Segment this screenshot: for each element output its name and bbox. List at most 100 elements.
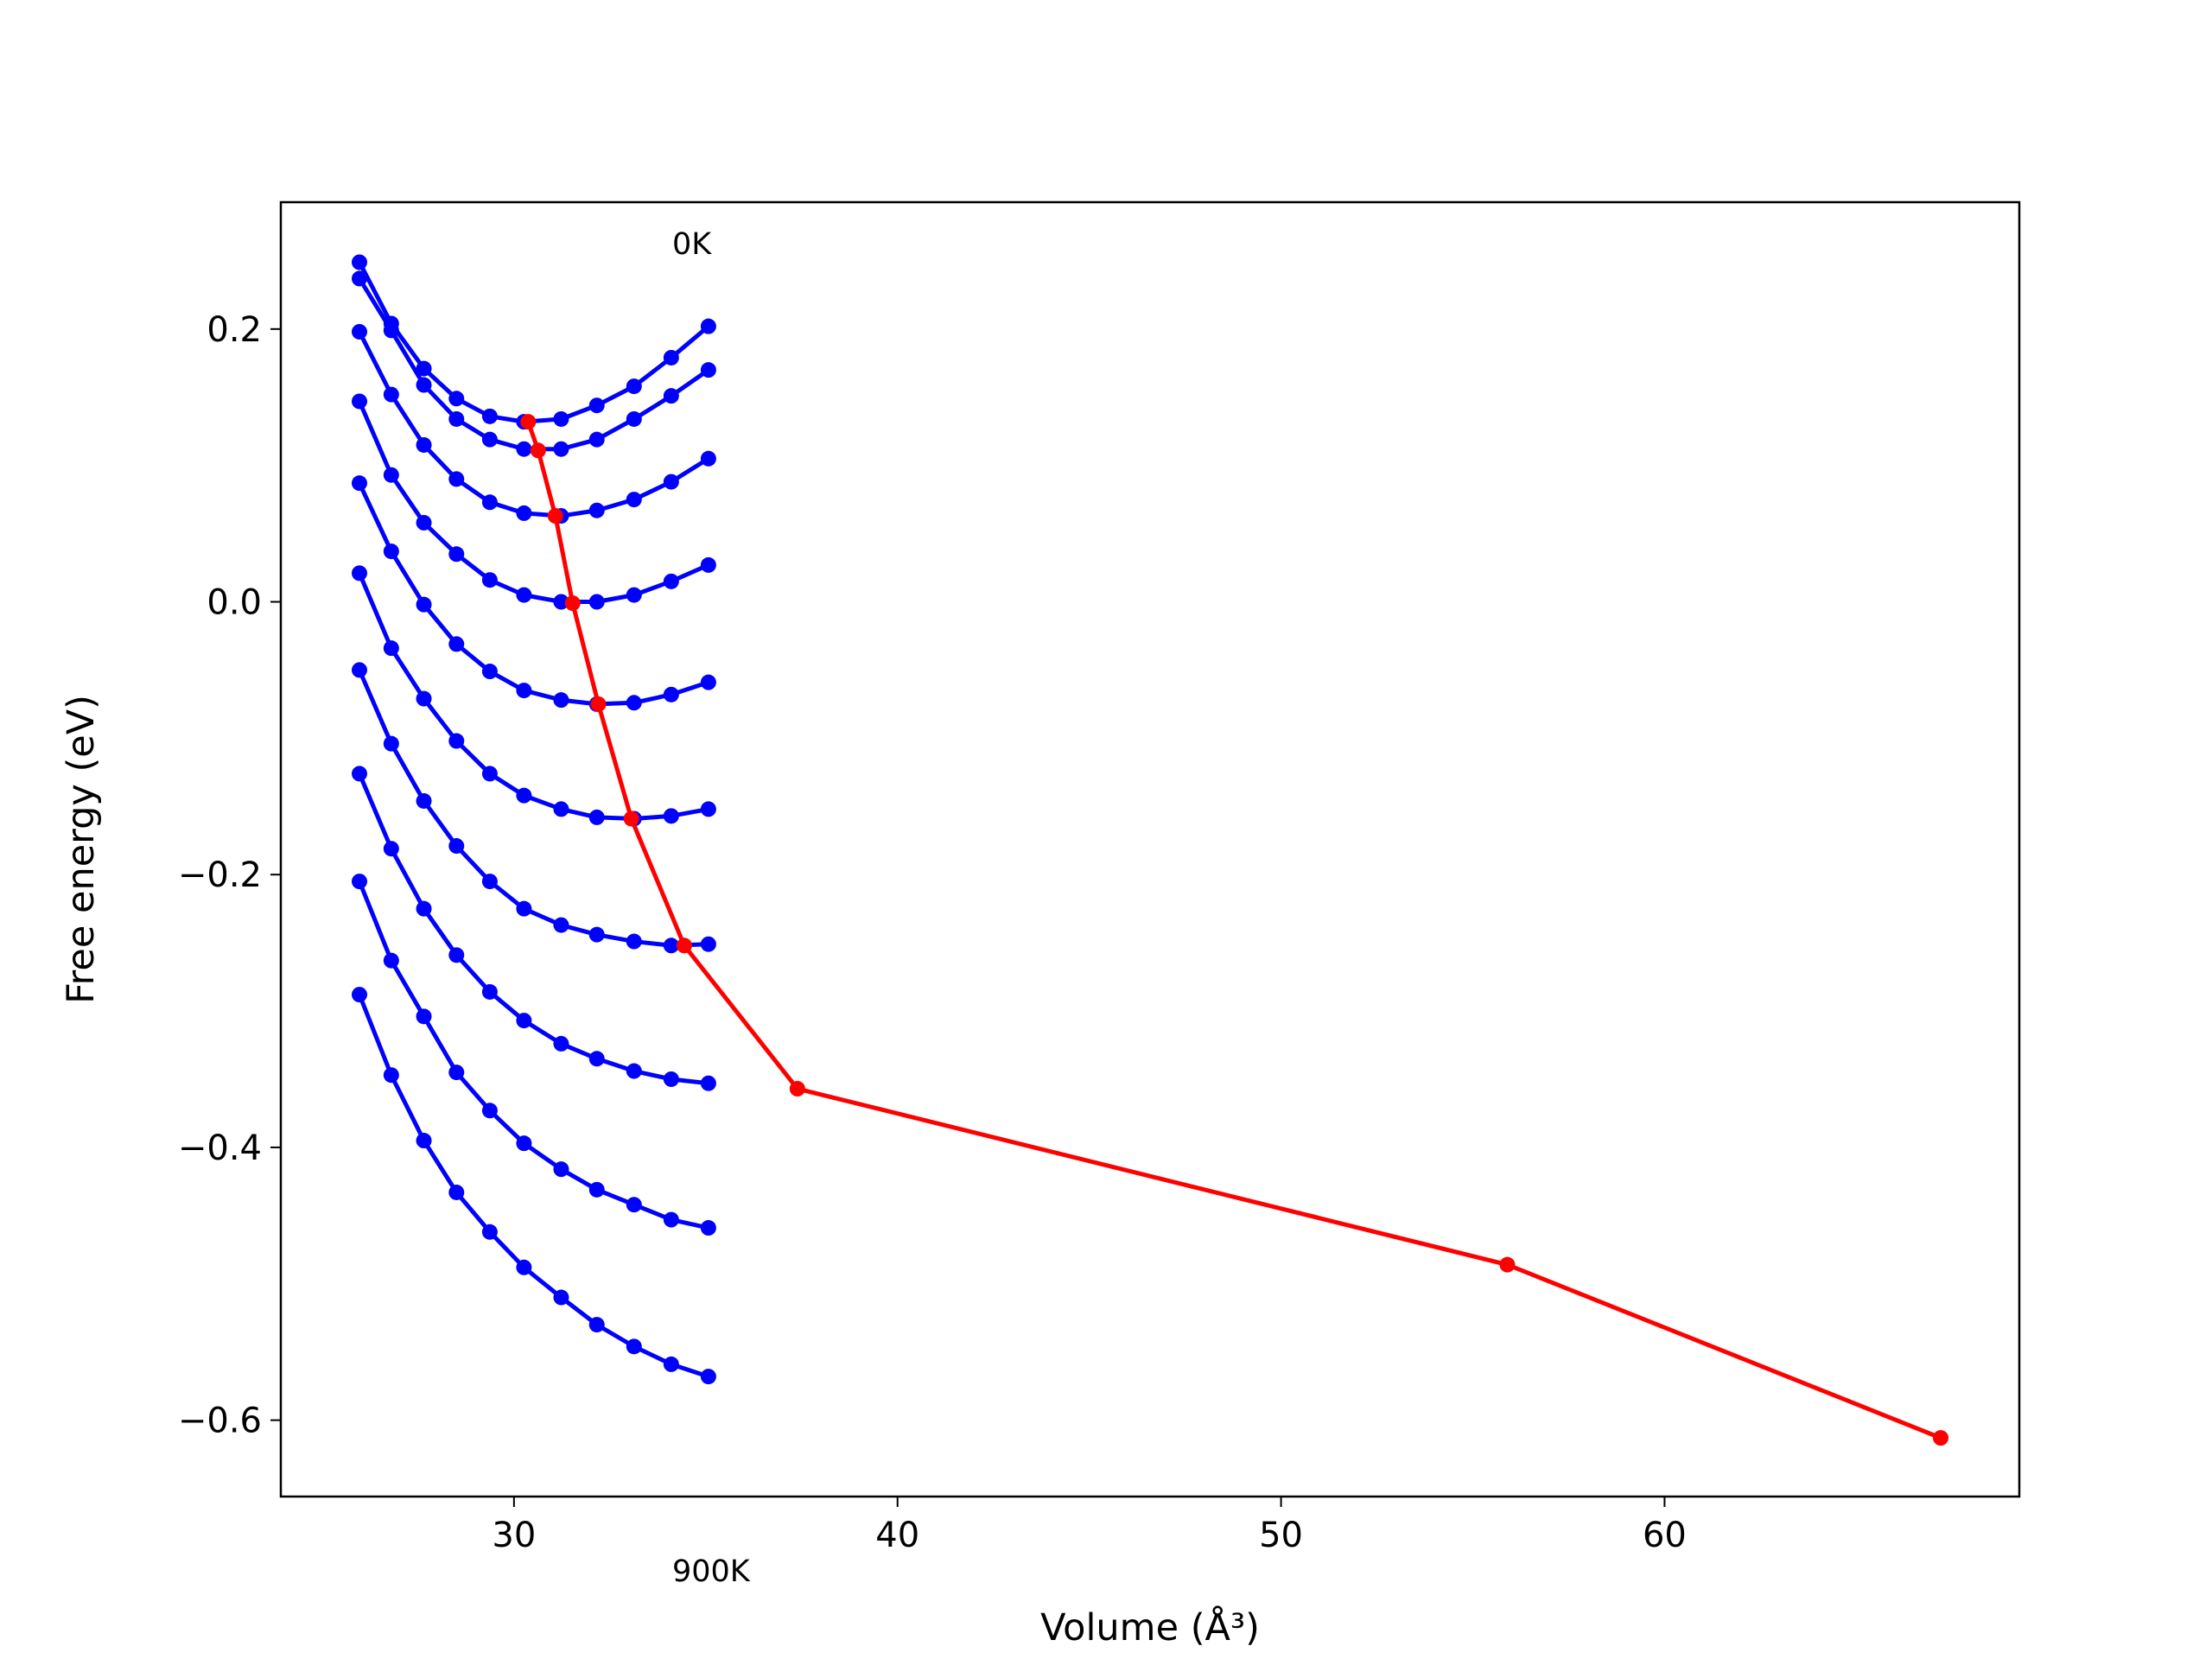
series-point <box>516 1135 532 1152</box>
series-point <box>588 809 605 825</box>
y-tick-label: 0.2 <box>207 310 262 350</box>
series-point <box>448 733 465 749</box>
series-point <box>663 573 679 589</box>
series-point <box>663 1071 679 1087</box>
series-point <box>626 410 642 427</box>
series-point <box>516 787 532 804</box>
series-point <box>383 1067 399 1084</box>
series-point <box>553 801 569 817</box>
series-point <box>516 441 532 457</box>
series-point <box>416 436 432 453</box>
series-point <box>416 690 432 707</box>
series-point <box>481 1103 498 1119</box>
series-point <box>448 546 465 563</box>
series-point <box>626 1338 642 1355</box>
series-point <box>700 801 716 817</box>
series-point <box>700 1220 716 1236</box>
series-point <box>383 467 399 483</box>
series-point <box>516 505 532 521</box>
series-point <box>351 987 367 1003</box>
series-point <box>351 662 367 678</box>
series-point <box>626 1197 642 1213</box>
series-point <box>676 938 692 954</box>
series-point <box>351 270 367 287</box>
series-point <box>481 431 498 448</box>
series-point <box>351 475 367 492</box>
series-point <box>383 952 399 969</box>
series-point <box>553 1035 569 1052</box>
x-tick-label: 30 <box>492 1516 536 1555</box>
series-point <box>588 1317 605 1333</box>
series-point <box>626 492 642 508</box>
series-point <box>416 1133 432 1149</box>
series-point <box>481 766 498 782</box>
series-point <box>351 565 367 582</box>
series-point <box>416 792 432 809</box>
series-point <box>700 362 716 378</box>
y-tick-label: 0.0 <box>207 583 262 623</box>
series-point <box>448 391 465 407</box>
series-point <box>623 810 639 827</box>
series-point <box>383 640 399 657</box>
series-point <box>588 502 605 518</box>
series-point <box>553 1289 569 1306</box>
series-point <box>481 572 498 588</box>
series-point <box>351 766 367 782</box>
series-point <box>553 1161 569 1178</box>
series-point <box>481 983 498 1000</box>
series-point <box>626 1063 642 1079</box>
x-tick-label: 50 <box>1259 1516 1303 1555</box>
series-point <box>1933 1430 1949 1446</box>
annotation: 0K <box>672 227 712 262</box>
x-tick-label: 40 <box>875 1516 919 1555</box>
series-point <box>663 1211 679 1228</box>
series-point <box>588 1051 605 1067</box>
series-point <box>383 735 399 752</box>
series-point <box>553 917 569 933</box>
series-point <box>383 841 399 857</box>
series-point <box>416 1008 432 1025</box>
series-point <box>663 349 679 365</box>
series-point <box>588 1181 605 1198</box>
series-point <box>448 947 465 963</box>
series-point <box>383 322 399 339</box>
series-point <box>663 686 679 702</box>
series-point <box>481 664 498 680</box>
series-point <box>626 933 642 950</box>
series-point <box>663 474 679 490</box>
series-point <box>700 318 716 334</box>
series-point <box>351 874 367 890</box>
series-point <box>448 410 465 427</box>
series-point <box>516 1013 532 1029</box>
series-point <box>416 596 432 613</box>
series-point <box>448 838 465 855</box>
series-point <box>553 410 569 427</box>
series-point <box>663 1356 679 1372</box>
x-tick-label: 60 <box>1643 1516 1687 1555</box>
series-point <box>590 696 607 712</box>
series-point <box>700 674 716 690</box>
series-point <box>516 587 532 603</box>
series-point <box>700 1075 716 1091</box>
series-point <box>481 874 498 890</box>
series-point <box>481 408 498 424</box>
series-point <box>516 1259 532 1275</box>
y-tick-label: −0.4 <box>178 1128 262 1168</box>
y-tick-label: −0.2 <box>178 855 262 895</box>
series-point <box>700 450 716 467</box>
series-point <box>789 1081 805 1097</box>
series-point <box>416 377 432 393</box>
x-axis-label: Volume (Å³) <box>1040 1605 1260 1649</box>
y-axis-label: Free energy (eV) <box>60 695 103 1004</box>
series-point <box>383 386 399 403</box>
series-point <box>588 397 605 414</box>
plot-area <box>351 254 1949 1446</box>
series-point <box>588 431 605 448</box>
series-point <box>700 556 716 573</box>
series-point <box>481 494 498 511</box>
series-point <box>383 543 399 560</box>
series-point <box>588 594 605 610</box>
series-point <box>700 1369 716 1385</box>
